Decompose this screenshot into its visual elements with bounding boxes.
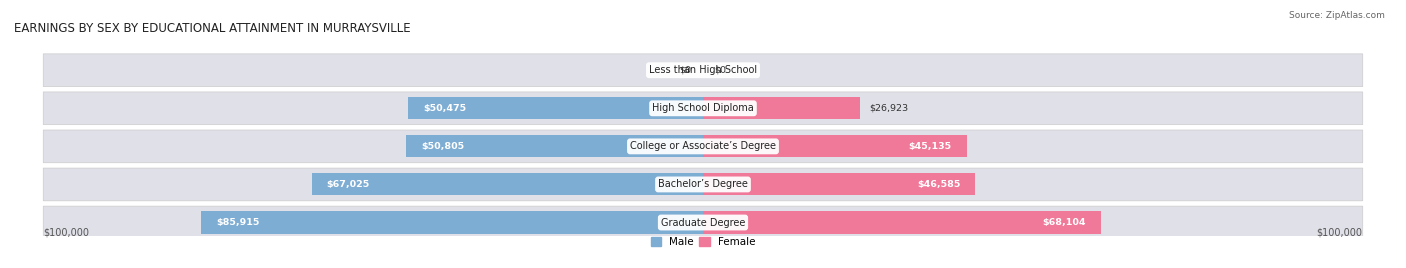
Text: $67,025: $67,025 (326, 180, 370, 189)
Text: $85,915: $85,915 (217, 218, 259, 227)
Text: $50,805: $50,805 (420, 142, 464, 151)
Bar (703, 97, 860, 119)
Text: College or Associate’s Degree: College or Associate’s Degree (630, 142, 776, 151)
Bar (703, 135, 966, 157)
Text: $26,923: $26,923 (869, 104, 908, 113)
Text: Bachelor’s Degree: Bachelor’s Degree (658, 180, 748, 189)
Bar (406, 135, 703, 157)
Bar (703, 173, 974, 195)
FancyBboxPatch shape (44, 130, 1362, 163)
Text: EARNINGS BY SEX BY EDUCATIONAL ATTAINMENT IN MURRAYSVILLE: EARNINGS BY SEX BY EDUCATIONAL ATTAINMEN… (14, 22, 411, 35)
Text: $46,585: $46,585 (917, 180, 960, 189)
FancyBboxPatch shape (44, 92, 1362, 125)
Text: High School Diploma: High School Diploma (652, 103, 754, 113)
Text: Less than High School: Less than High School (650, 65, 756, 75)
Text: $0: $0 (714, 66, 727, 75)
Text: Source: ZipAtlas.com: Source: ZipAtlas.com (1289, 11, 1385, 20)
Legend: Male, Female: Male, Female (651, 237, 755, 247)
Bar (201, 211, 703, 233)
Text: $45,135: $45,135 (908, 142, 952, 151)
Text: $50,475: $50,475 (423, 104, 465, 113)
Text: $100,000: $100,000 (1317, 227, 1362, 237)
Bar (312, 173, 703, 195)
Text: Graduate Degree: Graduate Degree (661, 218, 745, 228)
Text: $0: $0 (679, 66, 692, 75)
FancyBboxPatch shape (44, 54, 1362, 87)
FancyBboxPatch shape (44, 206, 1362, 239)
Text: $100,000: $100,000 (44, 227, 89, 237)
Text: $68,104: $68,104 (1042, 218, 1085, 227)
Bar (703, 211, 1101, 233)
Bar (408, 97, 703, 119)
FancyBboxPatch shape (44, 168, 1362, 201)
